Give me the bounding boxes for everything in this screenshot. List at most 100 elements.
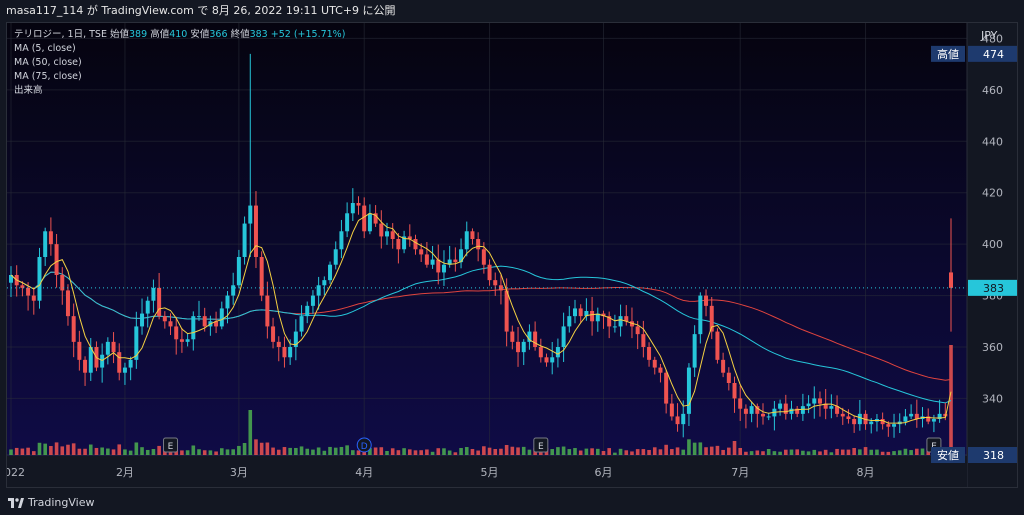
candle-body	[778, 403, 783, 409]
volume-bar	[464, 447, 469, 455]
time-axis	[7, 456, 967, 487]
candle-body	[185, 339, 190, 342]
volume-bar	[949, 345, 953, 455]
candle-body	[555, 347, 560, 358]
volume-bar	[151, 449, 156, 455]
candle-body	[37, 257, 42, 301]
volume-bar	[624, 450, 629, 455]
candle-body	[738, 398, 743, 409]
volume-bar	[305, 448, 310, 455]
candle-body	[276, 341, 281, 347]
volume-bar	[447, 450, 452, 455]
volume-bar	[208, 450, 213, 455]
y-tick-label: 360	[982, 341, 1003, 354]
volume-bar	[499, 448, 503, 455]
volume-bar	[37, 442, 42, 455]
candle-body	[641, 334, 646, 347]
candle-body	[886, 424, 891, 427]
volume-bar	[715, 445, 720, 455]
volume-bar	[812, 449, 817, 455]
candle-body	[817, 398, 822, 404]
volume-bar	[727, 447, 731, 455]
volume-bar	[356, 450, 361, 455]
volume-bar	[140, 447, 144, 455]
candle-body	[766, 416, 771, 418]
close-label: 終値	[230, 29, 250, 40]
volume-bar	[647, 449, 651, 455]
volume-bar	[254, 439, 258, 455]
candle-body	[373, 213, 378, 224]
ma75-legend[interactable]: MA (75, close)	[14, 71, 82, 82]
candle-body	[658, 367, 663, 373]
candle-body	[544, 357, 549, 363]
candle-body	[168, 321, 173, 327]
volume-bar	[14, 447, 19, 455]
volume-bar	[829, 452, 834, 455]
volume-bar	[294, 447, 298, 455]
candle-body	[635, 326, 640, 335]
candle-body	[732, 383, 737, 399]
ma50-legend[interactable]: MA (50, close)	[14, 57, 82, 68]
volume-bar	[744, 451, 748, 455]
candle-body	[248, 205, 253, 224]
volume-bar	[88, 444, 93, 455]
price-chart[interactable]: 340360380400420440460480JPY20222月3月4月5月6…	[7, 23, 1018, 488]
volume-bar	[670, 449, 674, 455]
volume-bar	[419, 450, 423, 455]
candle-body	[157, 287, 162, 317]
volume-bar	[521, 446, 526, 455]
candle-body	[88, 347, 93, 373]
y-tick-label: 440	[982, 135, 1003, 148]
candle-body	[271, 326, 276, 342]
volume-bar	[20, 448, 25, 455]
volume-bar	[920, 448, 925, 455]
x-tick-label: 8月	[857, 466, 875, 479]
candle-body	[584, 311, 589, 317]
x-tick-label: 3月	[230, 466, 248, 479]
candle-body	[71, 316, 76, 342]
candle-body	[54, 244, 59, 275]
volume-bar	[459, 448, 463, 455]
volume-bar	[789, 449, 794, 455]
volume-bar	[476, 450, 480, 455]
candle-body	[686, 367, 691, 414]
ma5-legend[interactable]: MA (5, close)	[14, 43, 76, 54]
candle-body	[430, 259, 435, 265]
candle-body	[111, 341, 116, 353]
y-tick-label: 460	[982, 84, 1003, 97]
candle-body	[629, 321, 634, 327]
candle-body	[647, 347, 652, 360]
volume-bar	[425, 449, 429, 455]
volume-bar	[185, 450, 190, 455]
price-tag-label: 安値	[937, 448, 959, 462]
candle-body	[869, 421, 874, 425]
candle-body	[709, 305, 714, 332]
volume-legend[interactable]: 出来高	[14, 85, 43, 96]
volume-bar	[886, 451, 891, 455]
candle-body	[789, 408, 794, 414]
candle-body	[350, 203, 355, 214]
candle-body	[749, 406, 754, 414]
volume-bar	[613, 452, 617, 455]
candle-body	[755, 406, 760, 414]
volume-bar	[157, 445, 161, 455]
volume-bar	[630, 451, 634, 455]
chart-area[interactable]: 340360380400420440460480JPY20222月3月4月5月6…	[6, 22, 1018, 488]
candle-body	[721, 359, 726, 373]
volume-bar	[590, 448, 594, 455]
volume-bar	[858, 449, 862, 455]
volume-bar	[675, 447, 680, 455]
tradingview-logo[interactable]: TradingView	[8, 496, 94, 509]
change-value: +52 (+15.71%)	[270, 29, 346, 40]
candle-body	[122, 367, 127, 373]
price-tag-value: 383	[983, 282, 1004, 295]
price-tag-value: 474	[983, 48, 1004, 61]
ma5-line	[10, 212, 952, 424]
candle-body	[823, 403, 828, 409]
volume-bar	[618, 448, 623, 455]
candle-body	[931, 419, 936, 422]
volume-bar	[516, 447, 520, 455]
volume-bar	[442, 448, 446, 455]
candle-body	[949, 272, 953, 288]
volume-bar	[915, 448, 919, 455]
